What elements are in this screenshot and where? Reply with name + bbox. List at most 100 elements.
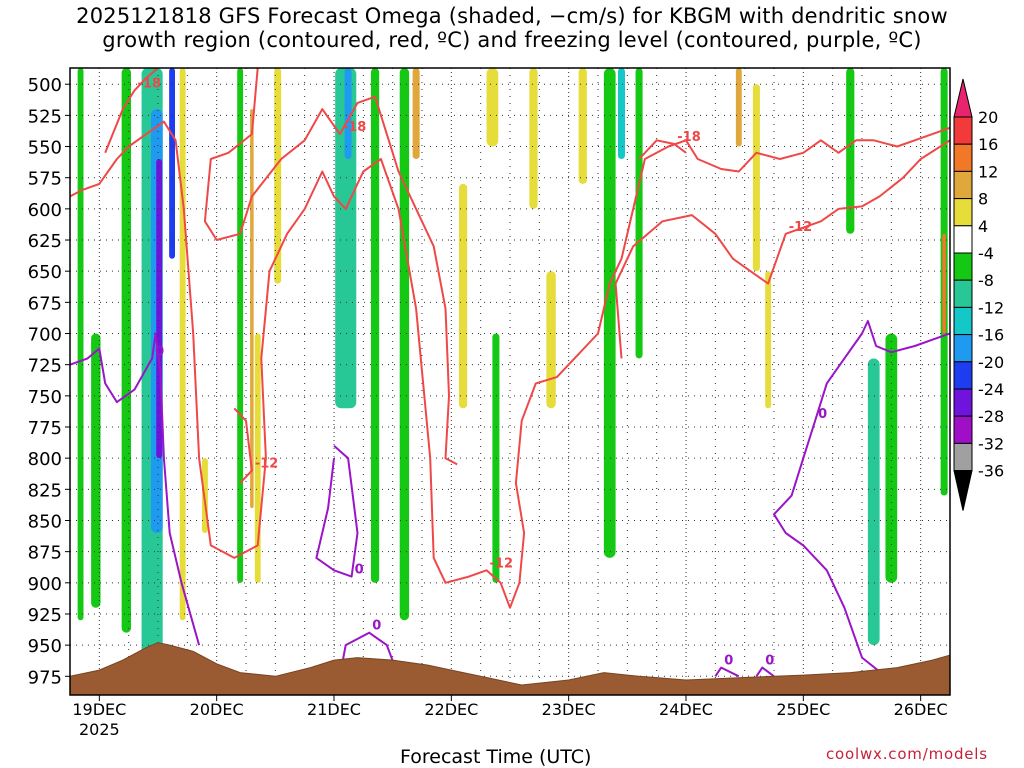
colorbar-swatch — [953, 361, 973, 390]
x-tick-label: 21DEC — [307, 700, 361, 719]
omega-cell — [399, 68, 410, 621]
y-tick-label: 975 — [28, 667, 62, 688]
colorbar-label: -28 — [978, 407, 1004, 426]
colorbar-swatch — [953, 442, 973, 472]
freezing-level-layer: 0 0 0 0 0 0 — [70, 320, 950, 678]
omega-cell — [492, 333, 500, 583]
omega-cell — [250, 109, 254, 509]
omega-cell — [458, 183, 468, 409]
y-tick-label: 950 — [28, 636, 62, 657]
x-tick-label: 24DEC — [659, 700, 713, 719]
dgz-contour-label: -12 — [490, 556, 514, 571]
dgz-contour-label: -12 — [255, 457, 279, 472]
freezing-contour-label: 0 — [355, 563, 364, 578]
colorbar-label: 8 — [978, 190, 988, 209]
colorbar-swatch — [953, 415, 973, 444]
dgz-contour — [203, 68, 458, 466]
x-tick-label: 23DEC — [542, 700, 596, 719]
colorbar-label: -32 — [978, 434, 1004, 453]
y-tick-label: 700 — [28, 325, 62, 346]
omega-cell — [274, 68, 282, 284]
x-tick-label: 22DEC — [424, 700, 478, 719]
y-tick-label: 875 — [28, 543, 62, 564]
x-tick-sublabel: 2025 — [79, 720, 120, 739]
colorbar-label: -4 — [978, 244, 994, 263]
colorbar-label: -36 — [978, 462, 1004, 481]
freezing-contour — [714, 666, 740, 678]
y-tick-label: 750 — [28, 387, 62, 408]
y-tick-label: 850 — [28, 511, 62, 532]
omega-cell — [529, 68, 538, 209]
dgz-contour — [614, 139, 950, 359]
freezing-contour-label: 0 — [372, 619, 381, 634]
y-tick-label: 550 — [28, 138, 62, 159]
freezing-contour-label: 0 — [818, 407, 827, 422]
plot-frame — [69, 67, 951, 696]
colorbar-label: 4 — [978, 217, 988, 236]
y-tick-label: 800 — [28, 449, 62, 470]
freezing-contour-label: 0 — [155, 344, 164, 359]
x-tick-label: 25DEC — [776, 700, 830, 719]
dgz-contour — [104, 68, 159, 154]
colorbar-label: 12 — [978, 162, 998, 181]
y-tick-label: 925 — [28, 605, 62, 626]
colorbar-swatch — [953, 306, 973, 336]
freezing-contour — [70, 332, 201, 646]
omega-cell — [752, 84, 760, 272]
y-tick-label: 675 — [28, 293, 62, 314]
chart-title: 2025121818 GFS Forecast Omega (shaded, −… — [0, 4, 1024, 52]
y-tick-label: 775 — [28, 418, 62, 439]
freezing-contour-label: 0 — [724, 654, 733, 669]
freezing-contour — [315, 444, 359, 578]
omega-cell — [486, 68, 499, 147]
colorbar-swatch — [953, 225, 973, 254]
omega-cell — [765, 271, 772, 409]
colorbar-swatch — [953, 279, 973, 308]
colorbar-cap-bottom — [953, 470, 973, 511]
x-axis-title: Forecast Time (UTC) — [400, 746, 592, 768]
dgz-contour-label: -18 — [138, 76, 162, 91]
axes-layer: 500 525 550 575 600 625 650 675 700 725 750 775 800 8… — [28, 67, 951, 739]
dgz-contour — [233, 407, 253, 484]
omega-cell — [885, 333, 898, 583]
dgz-contour-label: -18 — [677, 130, 701, 145]
omega-cell — [635, 68, 643, 359]
omega-cell — [179, 68, 186, 621]
colorbar-cap-top — [953, 78, 973, 118]
dgz-contour-label: -18 — [343, 120, 367, 135]
colorbar-label: -24 — [978, 380, 1004, 399]
colorbar-swatch — [953, 252, 973, 281]
y-tick-label: 650 — [28, 262, 62, 283]
omega-cell — [121, 68, 132, 633]
omega-cell — [169, 68, 176, 259]
y-tick-label: 600 — [28, 200, 62, 221]
credit-link[interactable]: coolwx.com/models — [826, 745, 988, 763]
omega-cell — [237, 68, 244, 583]
omega-cell — [867, 358, 880, 646]
title-line-2: growth region (contoured, red, ºC) and f… — [102, 28, 922, 52]
colorbar-swatch — [953, 198, 973, 227]
y-tick-label: 725 — [28, 356, 62, 377]
grid-layer — [70, 68, 950, 695]
omega-cell — [91, 333, 101, 608]
y-tick-label: 825 — [28, 480, 62, 501]
omega-cell — [370, 68, 380, 583]
y-tick-label: 625 — [28, 231, 62, 252]
omega-cell — [942, 233, 946, 334]
omega-cell — [412, 68, 420, 159]
y-tick-label: 900 — [28, 574, 62, 595]
y-tick-label: 525 — [28, 106, 62, 127]
x-tick-label: 19DEC — [72, 700, 126, 719]
colorbar-swatch — [953, 388, 973, 417]
freezing-contour — [773, 320, 950, 678]
colorbar-label: -8 — [978, 271, 994, 290]
freezing-contour — [338, 631, 400, 677]
colorbar-label: -12 — [978, 298, 1004, 317]
colorbar-label: 20 — [978, 108, 998, 127]
y-tick-label: 500 — [28, 75, 62, 96]
colorbar-swatch — [953, 170, 973, 200]
omega-cell — [77, 68, 84, 621]
colorbar-swatch — [953, 334, 973, 363]
omega-cell — [735, 68, 742, 147]
